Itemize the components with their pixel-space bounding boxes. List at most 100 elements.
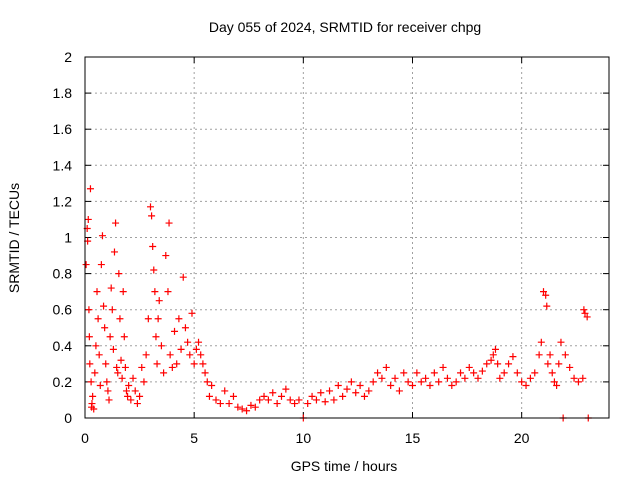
data-point-marker xyxy=(496,374,504,382)
data-point-marker xyxy=(112,219,120,227)
data-point-marker xyxy=(404,378,412,386)
data-point-marker xyxy=(308,392,316,400)
data-point-marker xyxy=(133,400,141,408)
data-point-marker xyxy=(465,363,473,371)
data-point-marker xyxy=(500,369,508,377)
data-point-marker xyxy=(153,360,161,368)
y-tick-label: 0.4 xyxy=(53,338,73,354)
data-point-marker xyxy=(216,400,224,408)
data-point-marker xyxy=(181,324,189,332)
data-point-marker xyxy=(138,363,146,371)
data-point-marker xyxy=(518,378,526,386)
data-point-marker xyxy=(291,400,299,408)
data-point-marker xyxy=(87,378,95,386)
data-point-marker xyxy=(151,288,159,296)
data-point-marker xyxy=(439,363,447,371)
data-point-marker xyxy=(109,345,117,353)
data-point-marker xyxy=(98,232,106,240)
data-point-marker xyxy=(522,382,530,390)
y-tick-label: 0.6 xyxy=(53,302,73,318)
data-point-marker xyxy=(583,313,591,321)
data-point-marker xyxy=(93,288,101,296)
data-point-marker xyxy=(186,351,194,359)
data-point-marker xyxy=(127,396,135,404)
data-point-marker xyxy=(448,382,456,390)
data-point-marker xyxy=(378,374,386,382)
x-tick-label: 20 xyxy=(514,430,530,446)
data-point-marker xyxy=(84,215,92,223)
y-tick-label: 1.4 xyxy=(53,157,73,173)
data-point-marker xyxy=(550,378,558,386)
data-point-marker xyxy=(136,392,144,400)
data-point-marker xyxy=(104,387,112,395)
data-point-marker xyxy=(179,273,187,281)
data-point-marker xyxy=(164,288,172,296)
data-point-marker xyxy=(430,369,438,377)
data-point-marker xyxy=(201,369,209,377)
data-point-marker xyxy=(108,306,116,314)
y-tick-label: 0 xyxy=(64,410,72,426)
grid-layer xyxy=(85,57,609,418)
data-point-marker xyxy=(122,387,130,395)
data-point-marker xyxy=(544,360,552,368)
data-point-marker xyxy=(557,338,565,346)
data-point-marker xyxy=(160,369,168,377)
data-point-marker xyxy=(121,363,129,371)
data-point-marker xyxy=(89,392,97,400)
data-point-marker xyxy=(374,369,382,377)
data-point-marker xyxy=(110,248,118,256)
data-point-marker xyxy=(150,266,158,274)
data-point-marker xyxy=(82,261,90,269)
data-point-marker xyxy=(579,374,587,382)
data-point-marker xyxy=(234,403,242,411)
data-point-marker xyxy=(282,385,290,393)
data-point-marker xyxy=(199,360,207,368)
data-point-marker xyxy=(86,185,94,193)
data-point-marker xyxy=(555,360,563,368)
data-point-marker xyxy=(580,306,588,314)
data-point-marker xyxy=(553,382,561,390)
data-point-marker xyxy=(483,360,491,368)
data-point-marker xyxy=(97,261,105,269)
data-point-marker xyxy=(561,351,569,359)
data-point-marker xyxy=(540,288,547,296)
data-point-marker xyxy=(205,392,213,400)
data-point-marker xyxy=(192,345,200,353)
data-point-marker xyxy=(203,378,211,386)
data-point-marker xyxy=(391,374,399,382)
data-point-marker xyxy=(175,315,183,323)
data-point-marker xyxy=(457,369,465,377)
data-point-marker xyxy=(162,252,170,260)
data-point-marker xyxy=(101,324,109,332)
data-point-marker xyxy=(107,284,115,292)
data-point-marker xyxy=(570,374,578,382)
data-point-marker xyxy=(119,288,127,296)
data-point-marker xyxy=(88,400,96,408)
data-point-marker xyxy=(208,382,216,390)
data-point-marker xyxy=(312,396,320,404)
data-point-marker xyxy=(95,351,103,359)
y-tick-label: 1 xyxy=(64,230,72,246)
data-point-marker xyxy=(343,385,351,393)
data-point-marker xyxy=(452,378,460,386)
y-tick-label: 1.8 xyxy=(53,85,73,101)
data-point-marker xyxy=(400,369,408,377)
data-point-marker xyxy=(542,291,550,299)
data-point-marker xyxy=(106,333,114,341)
data-point-marker xyxy=(157,342,165,350)
data-point-marker xyxy=(474,374,482,382)
data-point-marker xyxy=(543,302,551,310)
data-point-marker xyxy=(171,327,179,335)
data-point-marker xyxy=(102,360,110,368)
data-point-marker xyxy=(154,315,162,323)
data-point-marker xyxy=(229,392,237,400)
data-point-marker xyxy=(148,212,156,220)
data-point-marker xyxy=(435,378,443,386)
data-point-marker xyxy=(168,363,176,371)
data-point-marker xyxy=(478,367,486,375)
data-point-marker xyxy=(413,369,421,377)
data-point-marker xyxy=(91,369,99,377)
